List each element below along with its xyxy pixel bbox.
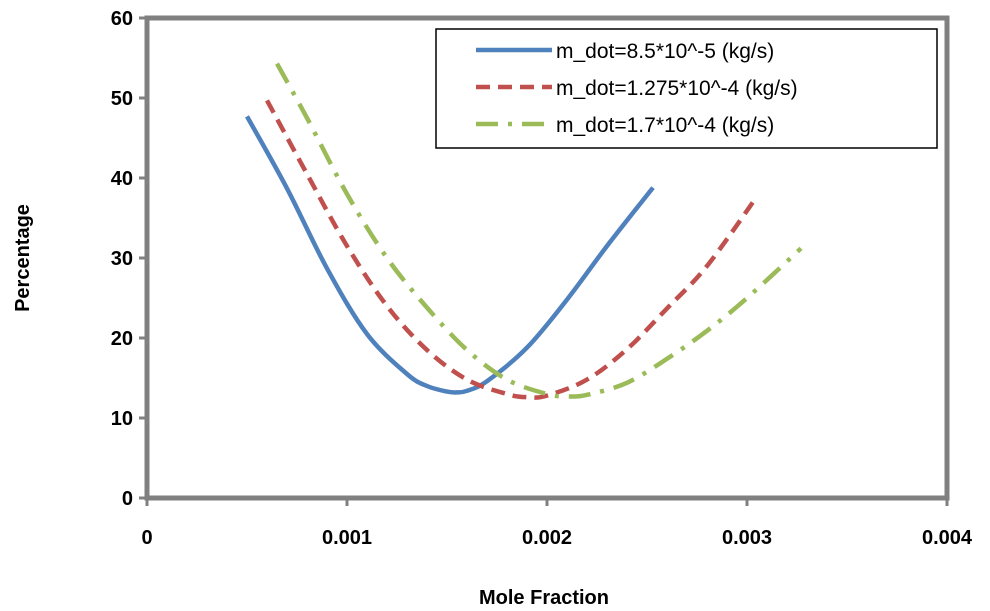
legend-label-1: m_dot=8.5*10^-5 (kg/s) xyxy=(556,40,774,63)
series-line-3 xyxy=(275,62,803,399)
legend-box xyxy=(435,28,938,149)
y-axis-ticks: 0 10 20 30 40 50 60 xyxy=(111,8,147,510)
y-tick-label: 50 xyxy=(111,88,133,110)
x-tick-label: 0.001 xyxy=(322,527,372,549)
series-lines xyxy=(245,62,803,400)
series-line-2 xyxy=(265,99,759,400)
y-tick-label: 10 xyxy=(111,408,133,430)
y-tick-label: 40 xyxy=(111,168,133,190)
series-line-1 xyxy=(245,115,655,395)
y-tick-label: 20 xyxy=(111,328,133,350)
y-tick-label: 30 xyxy=(111,248,133,270)
y-tick-label: 60 xyxy=(111,8,133,30)
x-tick-label: 0.004 xyxy=(922,527,973,549)
legend: m_dot=8.5*10^-5 (kg/s) m_dot=1.275*10^-4 … xyxy=(435,28,938,149)
x-tick-label: 0.003 xyxy=(722,527,772,549)
y-axis-title: Percentage xyxy=(12,204,34,312)
legend-label-3: m_dot=1.7*10^-4 (kg/s) xyxy=(556,114,774,137)
x-axis-ticks: 0 0.001 0.002 0.003 0.004 xyxy=(141,498,973,549)
x-tick-label: 0 xyxy=(141,527,152,549)
x-axis-title: Mole Fraction xyxy=(479,587,609,609)
y-tick-label: 0 xyxy=(122,488,133,510)
legend-entries: m_dot=8.5*10^-5 (kg/s) m_dot=1.275*10^-4 … xyxy=(476,40,798,137)
legend-label-2: m_dot=1.275*10^-4 (kg/s) xyxy=(556,77,798,100)
x-tick-label: 0.002 xyxy=(522,527,572,549)
